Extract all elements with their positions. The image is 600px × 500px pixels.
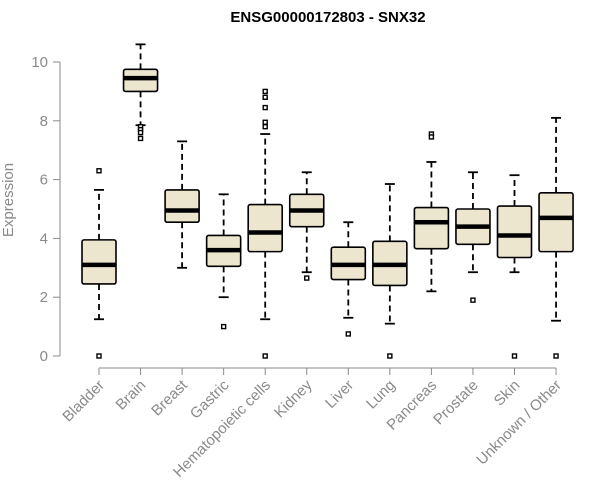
y-tick-label: 10 — [31, 54, 48, 71]
outlier-point — [262, 119, 268, 125]
chart-title: ENSG00000172803 - SNX32 — [230, 9, 425, 26]
outlier-point — [262, 104, 268, 111]
box-iqr — [247, 203, 283, 253]
outlier-point — [220, 323, 227, 330]
boxes-group — [81, 43, 574, 359]
box-iqr — [496, 205, 533, 259]
y-axis: 0 2 4 6 8 10 — [31, 54, 61, 365]
box-group-10 — [496, 174, 533, 359]
box-iqr — [81, 239, 117, 285]
box-group-6 — [330, 221, 367, 337]
box-group-0 — [81, 168, 117, 359]
x-tick-label: Breast — [148, 376, 191, 419]
box-group-1 — [122, 43, 159, 142]
y-tick-label: 4 — [40, 230, 48, 247]
outlier-point — [304, 275, 310, 281]
outlier-point — [96, 353, 102, 359]
x-tick-label: Prostate — [430, 377, 482, 429]
outlier-point — [428, 134, 435, 140]
outlier-point — [137, 135, 144, 142]
outlier-point — [511, 353, 518, 359]
x-tick-label: Kidney — [271, 376, 316, 421]
y-tick-label: 0 — [40, 348, 48, 365]
x-tick-label: Liver — [322, 377, 357, 412]
x-tick-label: Bladder — [59, 377, 108, 426]
y-tick-label: 6 — [40, 172, 48, 189]
y-tick-label: 2 — [40, 289, 48, 306]
outlier-point — [262, 88, 268, 95]
box-group-2 — [164, 140, 200, 269]
outlier-point — [470, 297, 476, 303]
box-group-7 — [372, 183, 408, 359]
outlier-point — [387, 353, 393, 359]
outlier-point — [262, 123, 268, 130]
box-group-9 — [455, 171, 491, 303]
y-tick-label: 8 — [40, 113, 48, 130]
outlier-point — [553, 353, 559, 359]
box-group-3 — [205, 193, 242, 330]
box-group-5 — [288, 171, 325, 281]
outlier-point — [137, 129, 144, 136]
y-axis-label: Expression — [0, 163, 17, 237]
box-group-4 — [247, 88, 283, 359]
box-iqr — [538, 192, 574, 253]
outlier-point — [262, 353, 268, 359]
x-tick-label: Lung — [363, 377, 399, 413]
x-tick-label: Skin — [491, 377, 524, 410]
box-iqr — [413, 206, 450, 250]
x-tick-label: Brain — [113, 377, 150, 414]
outlier-point — [96, 168, 102, 174]
box-group-8 — [413, 131, 450, 293]
outlier-point — [345, 331, 351, 337]
box-group-11 — [538, 116, 574, 359]
outlier-point — [262, 94, 268, 100]
box-iqr — [164, 189, 200, 224]
